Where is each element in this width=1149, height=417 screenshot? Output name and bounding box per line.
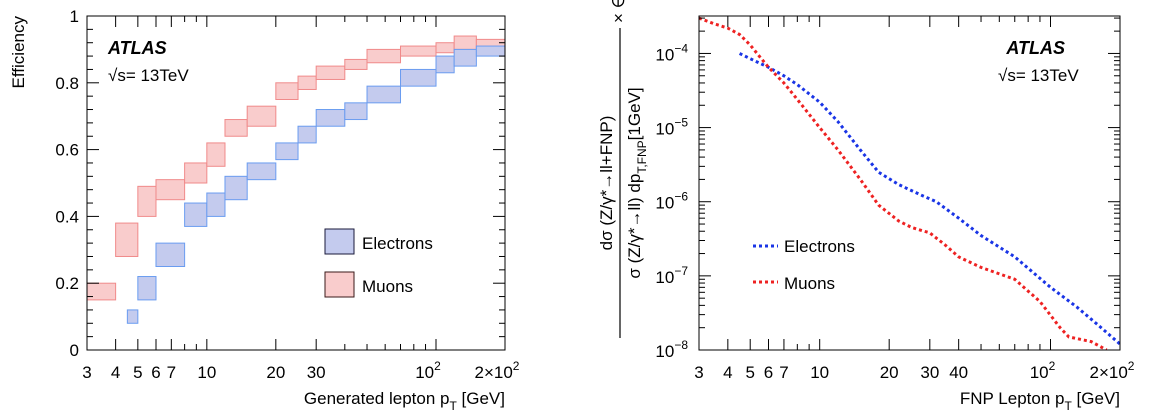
- fnp-rate-x-tick-label-6: 20: [880, 363, 899, 382]
- efficiency-y-tick-label-2: 0.4: [55, 207, 79, 226]
- legend-label-electrons: Electrons: [784, 237, 855, 256]
- muons-efficiency-bin-6: [224, 119, 248, 137]
- legend-label-muons: Muons: [784, 274, 835, 293]
- fnp-rate-x-tick-label-5: 10: [810, 363, 829, 382]
- electrons-efficiency-bin-0: [126, 309, 139, 324]
- fnp-rate-y-axis-title: dσ (Z/γ*→ll+FNP) σ (Z/γ*→ll) dpT,FNP[1Ge…: [597, 0, 649, 338]
- fnp-rate-x-tick-label-2: 5: [745, 363, 754, 382]
- efficiency-x-tick-label-0: 3: [82, 363, 91, 382]
- fnp-rate-chart: 3 4 5 6 7 10 20 30 40 102 2×102 10−8 10−7 10−6 10−5 10−…: [597, 0, 1135, 413]
- fnp-rate-tick-labels: 3 4 5 6 7 10 20 30 40 102 2×102 10−8 10−7 10−6 10−5 10−…: [655, 41, 1134, 382]
- fnp-rate-y-tick-label-3: 10−5: [655, 116, 688, 139]
- muons-efficiency-bin-11: [344, 58, 368, 70]
- legend-label-electrons: Electrons: [362, 234, 433, 253]
- efficiency-y-tick-label-3: 0.6: [55, 141, 79, 160]
- muons-efficiency-bin-7: [246, 105, 277, 127]
- fnp-rate-x-tick-label-9: 102: [1030, 359, 1056, 382]
- electrons-fnp-rate-line: [738, 52, 1120, 346]
- efficiency-energy-label: √s= 13TeV: [108, 66, 189, 85]
- electrons-efficiency-bin-15: [475, 45, 506, 57]
- fnp-rate-y-tick-label-2: 10−6: [655, 190, 688, 213]
- muons-efficiency-bin-10: [315, 65, 346, 80]
- fnp-rate-x-tick-label-7: 30: [920, 363, 939, 382]
- muons-efficiency-bin-4: [184, 162, 208, 184]
- efficiency-x-tick-label-5: 10: [197, 363, 216, 382]
- electrons-efficiency-bin-11: [366, 85, 402, 104]
- efficiency-bins: [86, 35, 506, 324]
- y-title-scale-factor: × ∈: [609, 0, 628, 23]
- efficiency-x-tick-label-8: 102: [415, 359, 441, 382]
- fnp-rate-lines: [699, 16, 1120, 350]
- muons-efficiency-bin-15: [453, 35, 477, 50]
- efficiency-y-tick-label-0: 0: [70, 341, 79, 360]
- muons-efficiency-bin-14: [435, 42, 455, 54]
- efficiency-tick-labels: 3 4 5 6 7 10 20 30 102 2×102 0 0.2 0.4 0.6 0.8 1: [55, 7, 519, 382]
- fnp-rate-x-tick-label-8: 40: [949, 363, 968, 382]
- muons-efficiency-bin-5: [206, 142, 226, 167]
- electrons-efficiency-bin-8: [297, 125, 317, 144]
- electrons-efficiency-bin-4: [206, 192, 226, 217]
- muons-efficiency-bin-0: [86, 282, 117, 301]
- legend-swatch-muons: [324, 271, 355, 298]
- electrons-efficiency-bin-6: [246, 162, 277, 181]
- y-title-numerator: dσ (Z/γ*→ll+FNP): [597, 116, 616, 251]
- electrons-efficiency-bin-12: [400, 68, 437, 87]
- muons-efficiency-bin-3: [155, 179, 186, 201]
- efficiency-x-tick-label-6: 20: [266, 363, 285, 382]
- legend-label-muons: Muons: [362, 277, 413, 296]
- electrons-efficiency-bin-5: [224, 175, 248, 201]
- muons-efficiency-bin-2: [137, 185, 157, 217]
- fnp-rate-energy-label: √s= 13TeV: [998, 66, 1079, 85]
- electrons-efficiency-bin-3: [184, 202, 208, 227]
- electrons-efficiency-bin-13: [435, 55, 455, 74]
- fnp-rate-plot-frame: [698, 15, 1121, 351]
- efficiency-x-tick-label-2: 5: [133, 363, 142, 382]
- efficiency-x-tick-label-9: 2×102: [475, 359, 520, 382]
- fnp-rate-x-tick-label-4: 7: [779, 363, 788, 382]
- electrons-efficiency-bin-14: [453, 48, 477, 67]
- electrons-efficiency-bin-10: [344, 102, 368, 121]
- legend-swatch-electrons: [324, 228, 355, 255]
- muons-efficiency-bin-8: [275, 82, 299, 101]
- electrons-efficiency-bin-9: [315, 109, 346, 127]
- fnp-rate-x-tick-label-10: 2×102: [1090, 359, 1135, 382]
- efficiency-chart: 3 4 5 6 7 10 20 30 102 2×102 0 0.2 0.4 0.6 0.8 1 Effici…: [9, 7, 520, 413]
- fnp-rate-y-tick-label-0: 10−8: [655, 338, 688, 361]
- muons-efficiency-bin-9: [297, 75, 317, 90]
- efficiency-y-tick-label-4: 0.8: [55, 74, 79, 93]
- efficiency-atlas-label: ATLAS: [107, 38, 167, 58]
- fnp-rate-x-tick-label-1: 4: [723, 363, 732, 382]
- efficiency-x-tick-label-1: 4: [111, 363, 120, 382]
- efficiency-y-tick-label-1: 0.2: [55, 274, 79, 293]
- muons-efficiency-bin-12: [366, 48, 402, 64]
- fnp-rate-y-tick-label-4: 10−4: [655, 41, 688, 64]
- y-title-denominator: σ (Z/γ*→ll) dpT,FNP[1GeV]: [625, 87, 649, 278]
- fnp-rate-atlas-label: ATLAS: [1005, 38, 1065, 58]
- efficiency-x-tick-label-3: 6: [151, 363, 160, 382]
- muons-efficiency-bin-1: [115, 222, 139, 257]
- muons-fnp-rate-line: [699, 16, 1108, 350]
- electrons-efficiency-bin-1: [137, 276, 157, 301]
- efficiency-x-tick-label-4: 7: [167, 363, 176, 382]
- efficiency-x-axis-title: Generated lepton pT [GeV]: [304, 389, 505, 413]
- efficiency-plot-frame: [86, 15, 506, 351]
- efficiency-x-tick-label-7: 30: [307, 363, 326, 382]
- efficiency-y-tick-label-5: 1: [70, 7, 79, 26]
- fnp-rate-legend: Electrons Muons: [753, 237, 855, 293]
- efficiency-legend: Electrons Muons: [324, 228, 433, 298]
- fnp-rate-x-tick-label-3: 6: [764, 363, 773, 382]
- efficiency-y-axis-title: Efficiency: [9, 16, 28, 89]
- fnp-rate-y-tick-label-1: 10−7: [655, 264, 688, 287]
- fnp-rate-x-axis-title: FNP Lepton pT [GeV]: [960, 389, 1120, 413]
- electrons-efficiency-bin-2: [155, 242, 186, 267]
- electrons-efficiency-bin-7: [275, 142, 299, 161]
- muons-efficiency-bin-13: [400, 45, 437, 57]
- fnp-rate-x-tick-label-0: 3: [694, 363, 703, 382]
